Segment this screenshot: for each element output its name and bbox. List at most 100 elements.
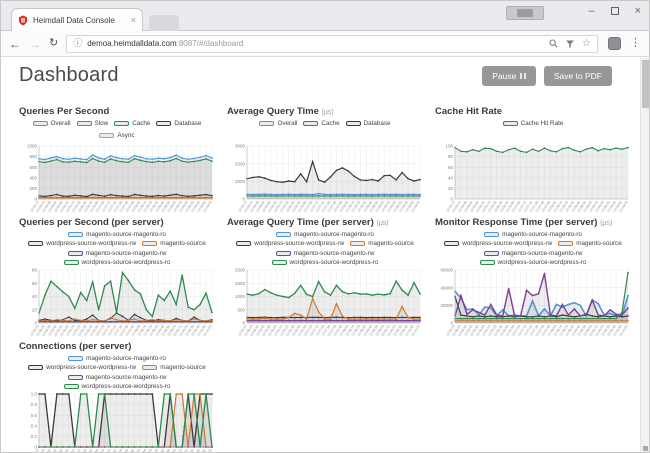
svg-text:12:08:40: 12:08:40 bbox=[154, 200, 165, 213]
search-icon[interactable] bbox=[549, 39, 558, 48]
svg-text:12:07:20: 12:07:20 bbox=[107, 200, 118, 213]
legend-item[interactable]: magento-source-magento-ro bbox=[68, 231, 166, 238]
svg-text:12:09:40: 12:09:40 bbox=[606, 200, 617, 213]
scrollbar-thumb[interactable] bbox=[642, 60, 649, 108]
svg-text:12:08:10: 12:08:10 bbox=[553, 200, 564, 213]
legend-item[interactable]: Database bbox=[156, 120, 201, 127]
chart-panel-cache-hit-rate: Cache Hit Rate Cache Hit Rate 0 20 40 60 80 1… bbox=[435, 106, 631, 213]
legend-item[interactable]: Database bbox=[345, 120, 391, 127]
svg-text:12:08:00: 12:08:00 bbox=[547, 200, 558, 213]
svg-text:12:10:00: 12:10:00 bbox=[618, 324, 629, 337]
svg-text:60: 60 bbox=[448, 165, 454, 170]
legend-item[interactable]: Async bbox=[99, 132, 135, 139]
svg-text:12:07:20: 12:07:20 bbox=[107, 448, 118, 452]
legend-item[interactable]: wordpress-source-wordpress-rw bbox=[28, 240, 136, 247]
legend-item[interactable]: magento-source bbox=[350, 240, 414, 247]
svg-text:12:05:30: 12:05:30 bbox=[41, 200, 52, 213]
legend-item[interactable]: wordpress-source-wordpress-ro bbox=[271, 259, 378, 266]
svg-text:12:06:30: 12:06:30 bbox=[285, 200, 296, 213]
new-tab-button[interactable] bbox=[149, 15, 179, 31]
svg-text:12:08:10: 12:08:10 bbox=[137, 200, 148, 213]
legend-swatch bbox=[345, 121, 361, 126]
extension-icon[interactable] bbox=[608, 37, 621, 50]
legend-item[interactable]: magento-source-magento-ro bbox=[68, 355, 166, 362]
legend-item[interactable]: magento-source bbox=[558, 240, 622, 247]
maximize-icon[interactable] bbox=[610, 7, 619, 15]
scrollbar-down-arrow[interactable] bbox=[643, 446, 648, 451]
legend-item[interactable]: Cache bbox=[303, 120, 340, 127]
legend-label: magento-source bbox=[576, 240, 622, 248]
legend-swatch bbox=[142, 365, 158, 371]
url-host: demoa.heimdalldata.com bbox=[87, 39, 177, 48]
filter-icon[interactable] bbox=[566, 40, 575, 48]
chart-panel-connections-per-server: Connections (per server) magento-source-… bbox=[19, 341, 215, 452]
menu-kebab-icon[interactable]: ⋮ bbox=[630, 37, 641, 49]
svg-text:12:09:20: 12:09:20 bbox=[594, 324, 605, 337]
legend-item[interactable]: wordpress-source-wordpress-ro bbox=[479, 259, 586, 266]
legend-label: Cache Hit Rate bbox=[520, 120, 564, 127]
svg-text:12:05:30: 12:05:30 bbox=[41, 448, 52, 452]
legend-swatch bbox=[259, 121, 275, 126]
legend-swatch bbox=[558, 241, 574, 247]
chart-legend: Overall Cache Database bbox=[227, 119, 423, 143]
legend-item[interactable]: Cache Hit Rate bbox=[502, 120, 564, 127]
legend-item[interactable]: magento-source bbox=[142, 364, 206, 371]
legend-label: magento-source-magento-rw bbox=[85, 249, 167, 257]
tab-close-icon[interactable]: × bbox=[130, 15, 136, 25]
legend-label: Cache bbox=[132, 120, 151, 127]
legend-item[interactable]: magento-source-magento-rw bbox=[275, 250, 374, 257]
legend-item[interactable]: Overall bbox=[259, 120, 297, 127]
legend-swatch bbox=[502, 121, 518, 126]
legend-item[interactable]: magento-source-magento-rw bbox=[67, 249, 167, 257]
legend-swatch bbox=[276, 232, 292, 237]
legend-item[interactable]: wordpress-source-wordpress-rw bbox=[444, 240, 552, 247]
svg-text:12:07:20: 12:07:20 bbox=[523, 324, 534, 337]
legend-item[interactable]: wordpress-source-wordpress-rw bbox=[236, 240, 344, 247]
legend-swatch bbox=[303, 121, 319, 126]
url-text[interactable]: demoa.heimdalldata.com:8087/#/dashboard bbox=[87, 39, 544, 48]
legend-item[interactable]: magento-source bbox=[142, 240, 206, 247]
svg-text:12:07:40: 12:07:40 bbox=[327, 324, 338, 337]
svg-text:12:06:50: 12:06:50 bbox=[89, 200, 100, 213]
page-scrollbar[interactable] bbox=[640, 58, 649, 452]
window-close-icon[interactable]: × bbox=[634, 5, 641, 17]
legend-item[interactable]: Overall bbox=[32, 120, 71, 127]
svg-text:12:07:00: 12:07:00 bbox=[95, 200, 106, 213]
svg-text:12:05:40: 12:05:40 bbox=[463, 324, 474, 337]
svg-text:12:09:50: 12:09:50 bbox=[196, 200, 207, 213]
legend-item[interactable]: wordpress-source-wordpress-ro bbox=[63, 383, 170, 390]
legend-item[interactable]: wordpress-source-wordpress-ro bbox=[63, 259, 170, 266]
svg-text:12:06:40: 12:06:40 bbox=[83, 448, 94, 452]
back-icon[interactable]: ← bbox=[9, 36, 21, 51]
bookmark-star-icon[interactable]: ☆ bbox=[582, 37, 591, 49]
svg-text:12:09:00: 12:09:00 bbox=[166, 200, 177, 213]
legend-item[interactable]: magento-source-magento-rw bbox=[483, 250, 582, 257]
svg-text:12:08:00: 12:08:00 bbox=[131, 324, 142, 337]
pause-button[interactable]: Pause bbox=[482, 66, 536, 86]
legend-item[interactable]: Cache bbox=[114, 120, 150, 127]
reload-icon[interactable]: ↻ bbox=[49, 37, 59, 49]
forward-icon[interactable]: → bbox=[29, 36, 41, 51]
legend-item[interactable]: magento-source-magento-ro bbox=[484, 231, 582, 238]
svg-text:12:06:40: 12:06:40 bbox=[83, 324, 94, 337]
address-bar[interactable]: ⓘ demoa.heimdalldata.com:8087/#/dashboar… bbox=[66, 34, 598, 53]
svg-text:12:07:00: 12:07:00 bbox=[511, 200, 522, 213]
svg-text:12:07:50: 12:07:50 bbox=[125, 448, 136, 452]
minimize-icon[interactable]: – bbox=[588, 5, 595, 17]
legend-item[interactable]: Slow bbox=[76, 120, 108, 127]
browser-tab[interactable]: Heimdall Data Console × bbox=[11, 8, 143, 32]
save-to-pdf-button[interactable]: Save to PDF bbox=[543, 66, 612, 86]
svg-text:12:06:20: 12:06:20 bbox=[279, 200, 290, 213]
svg-text:12:06:10: 12:06:10 bbox=[481, 324, 492, 337]
legend-item[interactable]: wordpress-source-wordpress-rw bbox=[28, 364, 136, 371]
page-info-icon[interactable]: ⓘ bbox=[73, 38, 83, 48]
svg-text:12:07:10: 12:07:10 bbox=[309, 324, 320, 337]
legend-item[interactable]: magento-source-magento-rw bbox=[67, 374, 166, 381]
chart-legend: Overall Slow Cache Database Async bbox=[19, 119, 215, 143]
browser-profile-chip[interactable] bbox=[506, 6, 544, 20]
legend-item[interactable]: magento-source-magento-ro bbox=[276, 231, 374, 238]
svg-text:12:10:00: 12:10:00 bbox=[202, 448, 213, 452]
page-title: Dashboard bbox=[19, 64, 119, 86]
svg-text:12:08:50: 12:08:50 bbox=[160, 448, 171, 452]
heimdall-favicon bbox=[19, 15, 27, 26]
